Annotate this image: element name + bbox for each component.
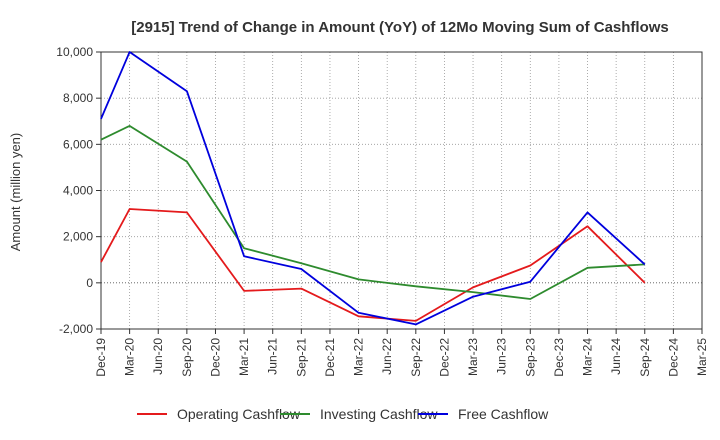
operating-cashflow-line bbox=[100, 208, 646, 322]
y-tick-label: 10,000 bbox=[56, 45, 93, 59]
y-tick-label: 4,000 bbox=[63, 184, 93, 198]
y-tick-label: 6,000 bbox=[63, 137, 93, 151]
y-axis-label: Amount (million yen) bbox=[8, 133, 23, 252]
x-tick-label: Dec-22 bbox=[437, 338, 451, 377]
x-tick-label: Mar-22 bbox=[352, 338, 366, 376]
x-tick-label: Dec-19 bbox=[94, 338, 108, 377]
y-tick-label: 0 bbox=[86, 276, 93, 290]
series-lines bbox=[100, 51, 646, 326]
investing-cashflow-line bbox=[100, 125, 645, 300]
x-tick-label: Jun-23 bbox=[495, 338, 509, 375]
x-tick-label: Dec-24 bbox=[666, 338, 680, 377]
legend-label-investing-cashflow: Investing Cashflow bbox=[320, 406, 438, 422]
x-tick-label: Jun-21 bbox=[266, 338, 280, 375]
x-tick-label: Jun-22 bbox=[380, 338, 394, 375]
legend-label-free-cashflow: Free Cashflow bbox=[458, 406, 549, 422]
y-tick-label: 8,000 bbox=[63, 91, 93, 105]
axes: -2,000 0 2,000 4,000 6,000 8,000 10,000 Dec-19 M… bbox=[56, 45, 709, 377]
x-tick-label: Sep-24 bbox=[638, 338, 652, 377]
x-tick-label: Dec-23 bbox=[552, 338, 566, 377]
chart-title: [2915] Trend of Change in Amount (YoY) o… bbox=[131, 19, 669, 36]
x-tick-label: Sep-23 bbox=[523, 338, 537, 377]
legend: Operating Cashflow Investing Cashflow Free… bbox=[137, 406, 549, 422]
x-tick-label: Jun-24 bbox=[609, 338, 623, 375]
x-tick-label: Mar-20 bbox=[123, 338, 137, 376]
x-tick-label: Mar-21 bbox=[237, 338, 251, 376]
free-cashflow-line bbox=[100, 51, 646, 326]
y-tick-label: 2,000 bbox=[63, 230, 93, 244]
x-tick-label: Mar-25 bbox=[695, 338, 709, 376]
legend-label-operating-cashflow: Operating Cashflow bbox=[177, 406, 301, 422]
y-tick-label: -2,000 bbox=[59, 322, 93, 336]
x-tick-label: Dec-20 bbox=[208, 338, 222, 377]
grid bbox=[100, 51, 703, 330]
x-tick-label: Sep-21 bbox=[294, 338, 308, 377]
x-tick-label: Sep-20 bbox=[180, 338, 194, 377]
x-tick-label: Mar-24 bbox=[581, 338, 595, 376]
x-tick-label: Jun-20 bbox=[151, 338, 165, 375]
x-tick-label: Sep-22 bbox=[409, 338, 423, 377]
x-tick-label: Dec-21 bbox=[323, 338, 337, 377]
x-tick-label: Mar-23 bbox=[466, 338, 480, 376]
